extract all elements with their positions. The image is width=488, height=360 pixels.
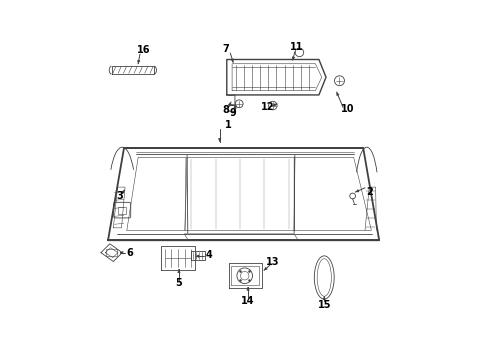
Text: 10: 10	[340, 104, 353, 114]
Text: 3: 3	[116, 191, 123, 201]
Text: 4: 4	[205, 250, 212, 260]
Text: 14: 14	[241, 296, 254, 306]
Bar	[106, 249, 117, 256]
Ellipse shape	[317, 259, 331, 296]
Bar	[118, 207, 126, 214]
Text: 16: 16	[137, 45, 150, 55]
FancyBboxPatch shape	[114, 202, 130, 218]
Text: 12: 12	[260, 102, 274, 112]
Text: 5: 5	[175, 279, 182, 288]
Text: 13: 13	[265, 257, 279, 267]
Text: 9: 9	[229, 108, 236, 118]
Text: 8: 8	[222, 105, 229, 115]
Text: 6: 6	[126, 248, 132, 258]
Text: 11: 11	[289, 42, 303, 52]
Text: 2: 2	[365, 188, 372, 197]
Text: 15: 15	[317, 300, 330, 310]
Ellipse shape	[314, 256, 333, 299]
Text: 7: 7	[222, 44, 229, 54]
Text: 1: 1	[224, 120, 231, 130]
